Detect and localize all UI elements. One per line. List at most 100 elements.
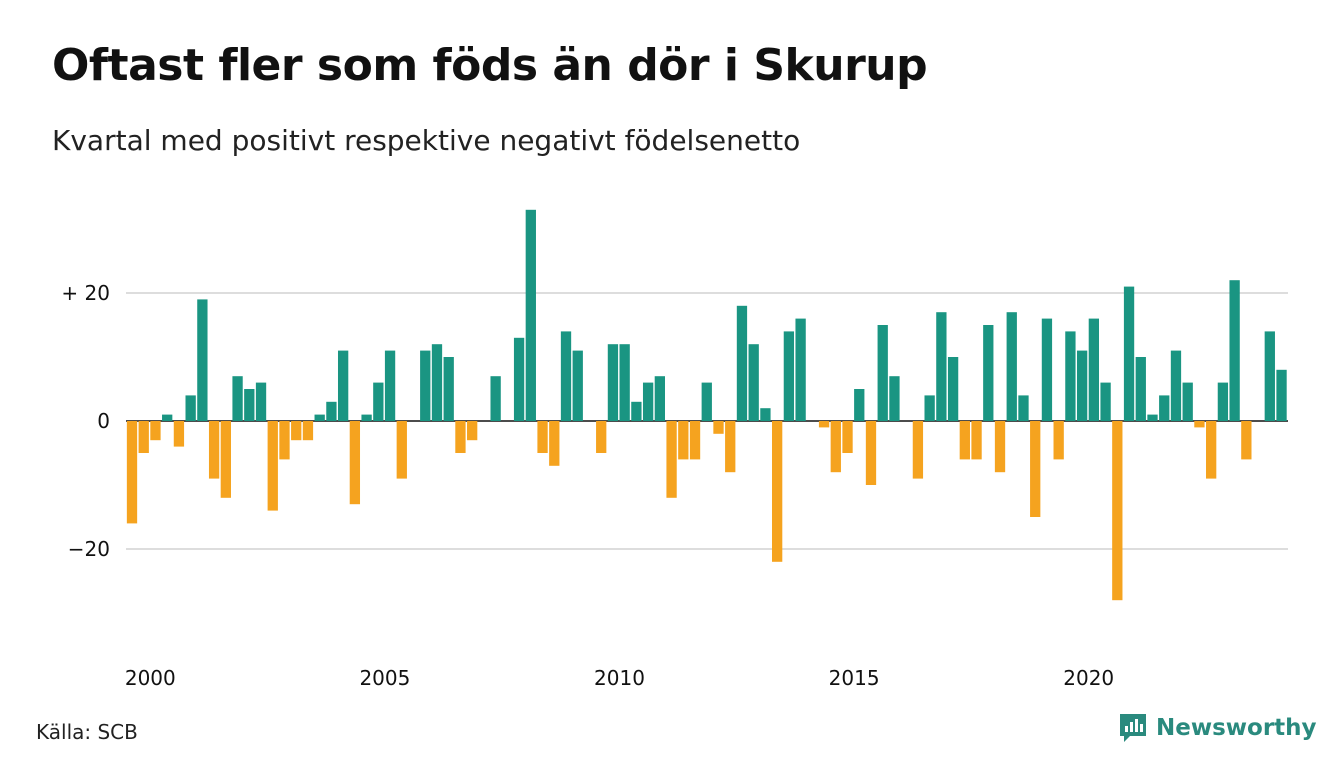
bar [467,421,478,441]
bar [267,421,278,511]
bar [1100,382,1111,421]
bar [185,395,196,421]
bar [1006,312,1017,421]
bar [279,421,290,460]
bar [689,421,701,460]
y-tick-label: + 20 [61,281,110,305]
bar [162,414,173,421]
newsworthy-logo-icon [1120,714,1146,742]
bar [971,421,982,460]
bar [1123,286,1135,421]
bar [525,209,536,421]
bar [150,421,161,441]
bar [701,382,712,421]
bar [302,421,314,441]
bar [1182,382,1193,421]
bar [220,421,231,498]
bar [373,382,384,421]
bar [1147,414,1158,421]
bar [654,376,665,421]
bar [537,421,548,453]
bar [490,376,501,421]
bar [513,337,525,421]
bar [1018,395,1029,421]
bar [936,312,947,421]
bar [349,421,361,505]
bar [760,408,771,421]
bar [619,344,630,421]
x-tick-label: 2005 [359,666,410,690]
brand[interactable]: Newsworthy [1118,712,1317,744]
bar [959,421,970,460]
y-tick-label: 0 [97,409,110,433]
bar [1041,318,1053,421]
bar [1088,318,1100,421]
bar [924,395,935,421]
bar [443,357,454,421]
x-tick-label: 2015 [829,666,880,690]
bar [877,325,888,421]
x-tick-label: 2020 [1063,666,1114,690]
bar [1112,421,1123,601]
bar [1053,421,1064,460]
brand-name: Newsworthy [1156,715,1317,741]
bar [420,350,431,421]
bar [865,421,877,485]
bar [795,318,806,421]
bar [1159,395,1170,421]
bar [1229,280,1240,421]
bar [208,421,220,479]
bar [431,344,443,421]
bar [994,421,1006,473]
bar-chart: + 20 0 −20 2000 2005 2010 2015 2020 [61,209,1288,690]
y-axis-ticks: + 20 0 −20 [61,281,110,561]
bar [384,350,396,421]
bar [455,421,466,453]
bar [337,350,349,421]
bar [1194,421,1205,428]
bar [748,344,759,421]
bar [854,389,865,421]
bar [889,376,900,421]
bar [983,325,994,421]
bar [361,414,372,421]
bars [126,209,1287,601]
bar [783,331,795,421]
chart-title: Oftast fler som föds än dör i Skurup [52,40,928,91]
bar [1217,382,1229,421]
bar [947,357,959,421]
bar [291,421,302,441]
x-axis-ticks: 2000 2005 2010 2015 2020 [125,666,1114,690]
bar [830,421,841,473]
bar [713,421,724,434]
y-tick-label: −20 [68,537,110,561]
bar [1030,421,1041,517]
bar [1206,421,1217,479]
bar [396,421,407,479]
bar [818,421,830,428]
bar [326,401,337,421]
bar [560,331,572,421]
bar [678,421,689,460]
bar [1264,331,1275,421]
source-note: Källa: SCB [36,720,138,744]
bar [1135,357,1146,421]
bar [572,350,583,421]
bar [1076,350,1088,421]
bar [138,421,149,453]
bar [842,421,853,453]
bar [549,421,560,466]
bar [1241,421,1252,460]
bar [255,382,267,421]
bar [772,421,783,562]
bar [173,421,185,447]
bar [607,344,619,421]
bar [244,389,255,421]
bar [1276,369,1287,421]
bar [1170,350,1182,421]
bar [736,305,748,421]
bar [642,382,654,421]
bar [197,299,208,421]
x-tick-label: 2000 [125,666,176,690]
bar [912,421,924,479]
